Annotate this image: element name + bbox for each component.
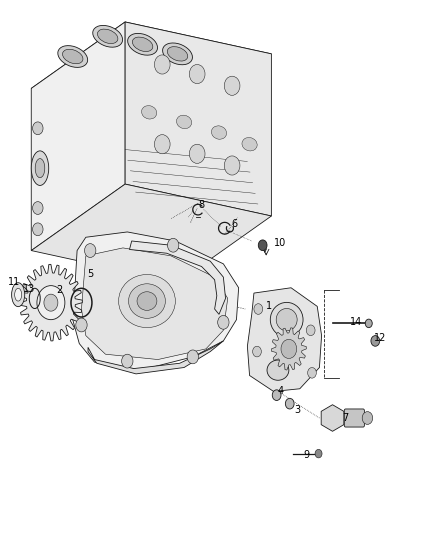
Ellipse shape <box>137 292 157 310</box>
FancyBboxPatch shape <box>344 409 364 427</box>
Ellipse shape <box>35 159 45 177</box>
Text: 2: 2 <box>57 286 63 295</box>
Circle shape <box>253 346 261 357</box>
Circle shape <box>76 318 87 332</box>
Circle shape <box>365 319 372 328</box>
Circle shape <box>306 325 315 336</box>
Ellipse shape <box>270 302 303 337</box>
Polygon shape <box>31 184 272 282</box>
Circle shape <box>187 350 198 364</box>
Ellipse shape <box>162 43 192 64</box>
Text: 3: 3 <box>294 405 300 415</box>
Circle shape <box>224 156 240 175</box>
Circle shape <box>272 390 281 400</box>
Text: 9: 9 <box>303 450 309 460</box>
Circle shape <box>254 304 263 314</box>
Polygon shape <box>31 22 272 120</box>
Text: 1: 1 <box>266 301 272 311</box>
Polygon shape <box>73 232 239 370</box>
Circle shape <box>189 64 205 84</box>
Text: 8: 8 <box>198 200 205 211</box>
Circle shape <box>44 294 58 311</box>
Circle shape <box>258 240 267 251</box>
Polygon shape <box>321 405 344 431</box>
Circle shape <box>371 336 380 346</box>
Text: 11: 11 <box>8 278 20 287</box>
Circle shape <box>315 449 322 458</box>
Polygon shape <box>81 248 228 360</box>
Ellipse shape <box>167 46 188 61</box>
Ellipse shape <box>242 138 257 151</box>
Polygon shape <box>130 241 226 314</box>
Circle shape <box>286 398 294 409</box>
Circle shape <box>85 244 96 257</box>
Circle shape <box>154 55 170 74</box>
Ellipse shape <box>177 115 192 128</box>
Text: 5: 5 <box>87 270 93 279</box>
Polygon shape <box>272 328 306 370</box>
Ellipse shape <box>31 151 49 185</box>
Circle shape <box>167 238 179 252</box>
Circle shape <box>218 316 229 329</box>
Text: 12: 12 <box>374 333 387 343</box>
Ellipse shape <box>12 282 25 306</box>
Text: 14: 14 <box>350 317 363 327</box>
Ellipse shape <box>14 288 21 301</box>
Ellipse shape <box>276 309 297 331</box>
Polygon shape <box>19 264 82 341</box>
Ellipse shape <box>141 106 157 119</box>
Ellipse shape <box>128 284 166 318</box>
Circle shape <box>32 122 43 135</box>
Ellipse shape <box>63 49 83 64</box>
Ellipse shape <box>267 360 289 380</box>
Circle shape <box>37 286 65 320</box>
Polygon shape <box>247 288 321 391</box>
Text: 13: 13 <box>23 284 35 294</box>
Circle shape <box>362 411 373 424</box>
Text: 6: 6 <box>231 219 237 229</box>
Text: 4: 4 <box>277 386 283 397</box>
Polygon shape <box>88 341 223 374</box>
Ellipse shape <box>127 34 158 55</box>
Polygon shape <box>31 22 125 251</box>
Circle shape <box>224 76 240 95</box>
Text: 10: 10 <box>274 238 286 247</box>
Ellipse shape <box>97 29 118 44</box>
Ellipse shape <box>58 46 88 67</box>
Ellipse shape <box>212 126 226 139</box>
Ellipse shape <box>132 37 153 52</box>
Circle shape <box>307 368 316 378</box>
Ellipse shape <box>119 274 175 328</box>
Circle shape <box>32 223 43 236</box>
Text: 7: 7 <box>343 413 349 423</box>
Polygon shape <box>125 22 272 216</box>
Circle shape <box>154 135 170 154</box>
Circle shape <box>281 340 297 359</box>
Circle shape <box>189 144 205 164</box>
Circle shape <box>122 354 133 368</box>
Ellipse shape <box>93 26 123 47</box>
Circle shape <box>32 201 43 214</box>
